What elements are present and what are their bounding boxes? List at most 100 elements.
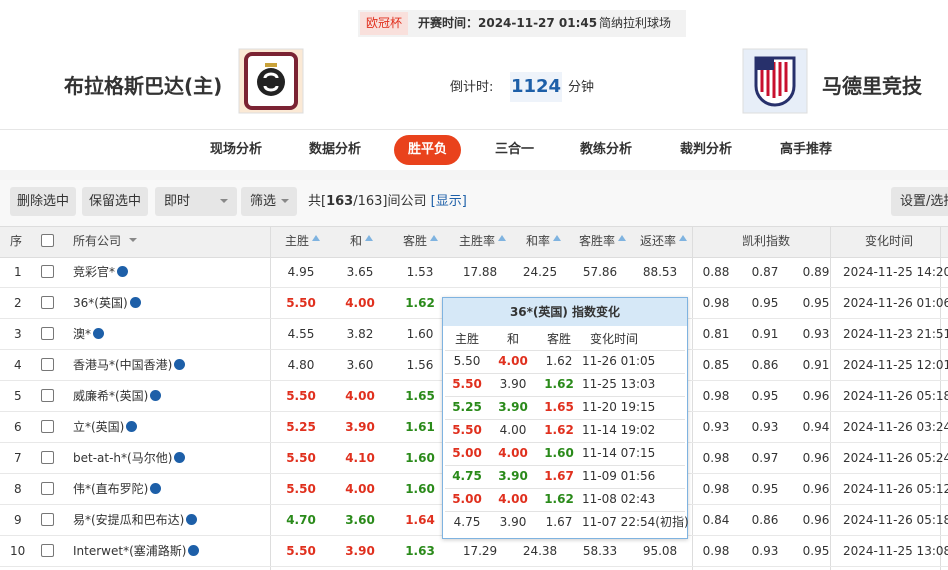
row-checkbox[interactable] <box>41 296 54 309</box>
column-header[interactable]: 客胜率 <box>579 234 616 248</box>
company[interactable]: 伟*(直布罗陀) <box>73 474 162 504</box>
tab[interactable]: 教练分析 <box>580 142 633 157</box>
company-icon[interactable] <box>117 266 129 277</box>
company-icon[interactable] <box>129 297 141 308</box>
kelly: 0.87 <box>751 265 779 279</box>
company[interactable]: 竞彩官* <box>73 257 129 287</box>
odds: 5.50 <box>286 544 316 558</box>
column-divider <box>940 226 941 570</box>
popup-odds: 5.50 <box>452 423 482 437</box>
kelly: 0.93 <box>751 420 779 434</box>
tab[interactable]: 三合一 <box>495 142 535 157</box>
rate: 58.33 <box>582 544 618 558</box>
rate: 24.38 <box>522 544 558 558</box>
odds: 1.60 <box>405 451 435 465</box>
row-checkbox[interactable] <box>41 513 54 526</box>
popup-odds: 3.90 <box>499 377 527 391</box>
row-checkbox[interactable] <box>41 358 54 371</box>
tab[interactable]: 高手推荐 <box>780 142 833 157</box>
kickoff-time: 2024-11-27 01:45 <box>478 16 598 30</box>
column-header: 序 <box>10 234 23 248</box>
change-time: 2024-11-26 05:24 <box>843 451 948 465</box>
odds: 3.90 <box>345 544 375 558</box>
odds: 3.60 <box>345 513 375 527</box>
button[interactable]: 保留选中 <box>82 187 148 216</box>
odds: 3.60 <box>346 358 374 372</box>
sort-icon <box>312 235 320 241</box>
company[interactable]: Interwet*(塞浦路斯) <box>73 536 200 566</box>
column-header[interactable]: 和 <box>350 234 363 248</box>
button[interactable]: 删除选中 <box>10 187 76 216</box>
odds: 1.56 <box>406 358 434 372</box>
tab[interactable]: 胜平负 <box>394 135 462 165</box>
row-checkbox[interactable] <box>41 451 54 464</box>
popup-odds: 1.60 <box>544 446 574 460</box>
column-header[interactable]: 和率 <box>526 234 551 248</box>
company-icon[interactable] <box>150 483 162 494</box>
row-checkbox[interactable] <box>41 420 54 433</box>
company-icon[interactable] <box>174 359 186 370</box>
column-header[interactable]: 主胜率 <box>459 234 496 248</box>
column-header[interactable]: 凯利指数 <box>742 234 791 248</box>
row-checkbox[interactable] <box>41 482 54 495</box>
column-header[interactable]: 客胜 <box>403 234 428 248</box>
sort-icon <box>618 235 626 241</box>
competition[interactable]: 欧冠杯 <box>360 12 408 35</box>
popup-odds: 4.00 <box>499 423 527 437</box>
column-header[interactable]: 返还率 <box>640 234 677 248</box>
show-link[interactable]: [显示] <box>430 194 467 209</box>
company[interactable]: 立*(英国) <box>73 412 138 442</box>
column-header[interactable]: 变化时间 <box>865 234 914 248</box>
kelly: 0.98 <box>702 296 730 310</box>
popup-time: 11-20 19:15 <box>582 400 656 414</box>
company[interactable]: 香港马*(中国香港) <box>73 350 186 380</box>
change-time: 2024-11-26 01:06 <box>843 296 948 310</box>
row-checkbox[interactable] <box>41 265 54 278</box>
row-checkbox[interactable] <box>41 327 54 340</box>
tab[interactable]: 裁判分析 <box>680 142 733 157</box>
kelly: 0.96 <box>802 482 830 496</box>
row-number: 2 <box>14 296 22 310</box>
company-icon[interactable] <box>186 514 198 525</box>
popup-row-line <box>445 350 685 351</box>
company-icon[interactable] <box>174 452 186 463</box>
column-header[interactable]: 主胜 <box>285 234 310 248</box>
odds: 1.60 <box>405 482 435 496</box>
popup-time: 11-25 13:03 <box>582 377 656 391</box>
company[interactable]: 36*(英国) <box>73 288 141 318</box>
company-icon[interactable] <box>188 545 200 556</box>
tab[interactable]: 现场分析 <box>210 142 263 157</box>
popup-odds: 3.90 <box>499 515 527 529</box>
company-icon[interactable] <box>93 328 105 339</box>
odds: 4.10 <box>345 451 375 465</box>
popup-odds: 1.62 <box>544 492 574 506</box>
company-icon[interactable] <box>150 390 162 401</box>
away-team[interactable]: 马德里竞技 <box>822 74 922 98</box>
settings[interactable]: 设置/选择 <box>891 187 948 216</box>
odds: 1.53 <box>406 265 434 279</box>
caret <box>281 199 289 207</box>
kelly: 0.93 <box>702 420 730 434</box>
header-checkbox <box>41 234 54 247</box>
countdown: 1124 <box>510 72 562 102</box>
row-checkbox[interactable] <box>41 389 54 402</box>
company[interactable]: bet-at-h*(马尔他) <box>73 443 186 473</box>
company-icon[interactable] <box>126 421 138 432</box>
home-team[interactable]: 布拉格斯巴达(主) <box>64 74 223 98</box>
company[interactable]: 威廉希*(英国) <box>73 381 162 411</box>
company[interactable]: 易*(安提瓜和巴布达) <box>73 505 198 535</box>
popup-odds: 1.62 <box>544 423 574 437</box>
home-logo <box>238 48 304 114</box>
row-number: 6 <box>14 420 22 434</box>
odds: 1.64 <box>405 513 435 527</box>
company[interactable]: 澳* <box>73 319 105 349</box>
kelly: 0.96 <box>802 451 830 465</box>
row-checkbox[interactable] <box>41 544 54 557</box>
gap <box>0 170 948 180</box>
column-header[interactable]: 所有公司 <box>73 234 122 248</box>
match-info-bar <box>358 10 686 37</box>
tab[interactable]: 数据分析 <box>309 142 362 157</box>
odds: 1.61 <box>405 420 435 434</box>
odds: 5.25 <box>286 420 316 434</box>
rate: 95.08 <box>642 544 678 558</box>
